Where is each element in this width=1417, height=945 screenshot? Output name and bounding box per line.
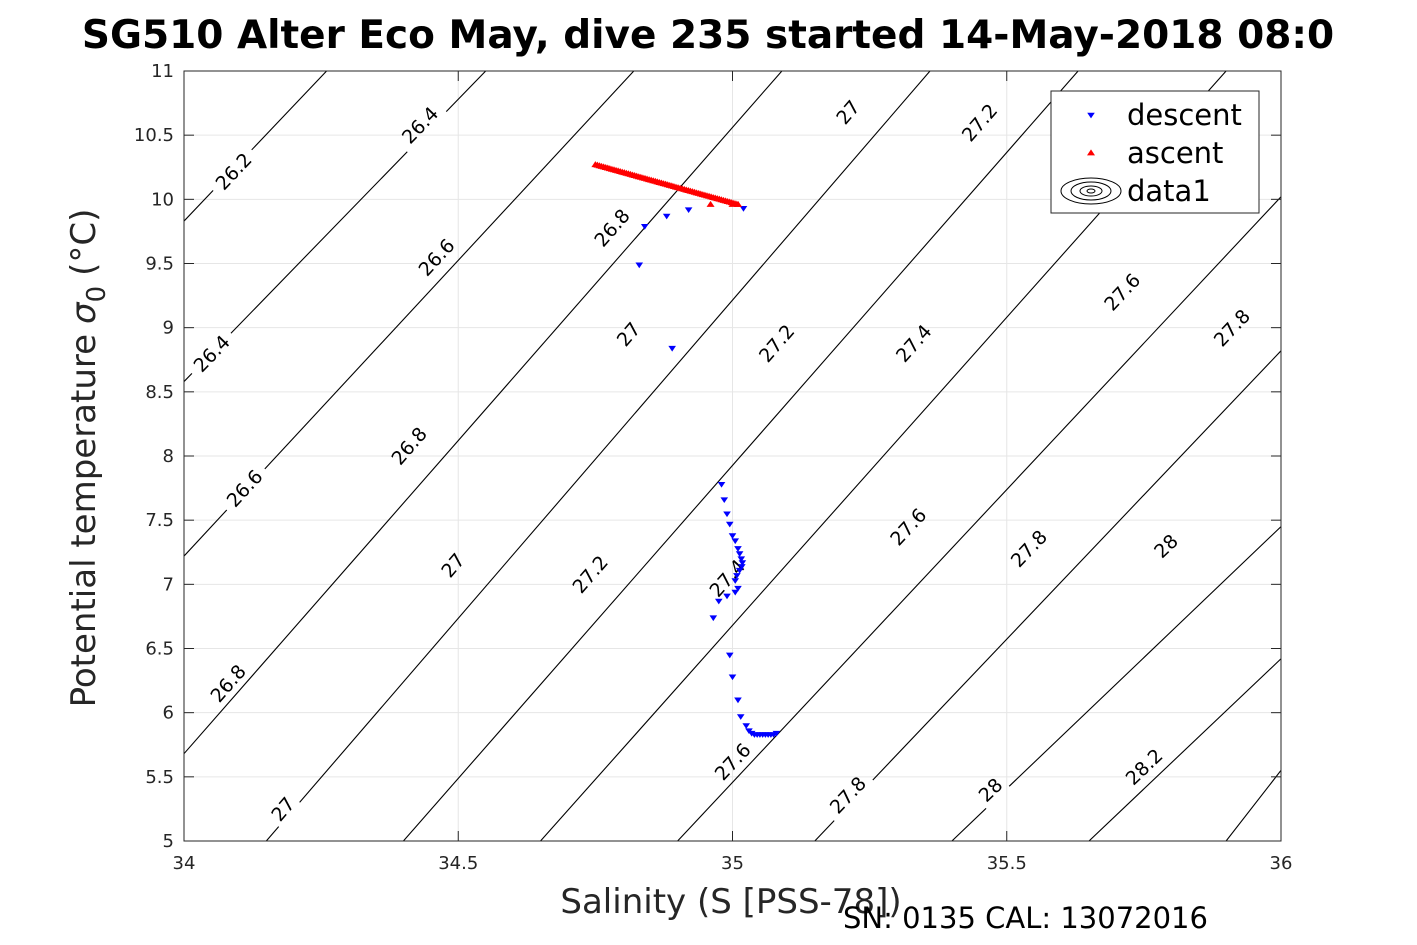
legend-contour-marker: [1070, 181, 1112, 201]
isopycnal-line: [951, 526, 1281, 841]
descent-point: [662, 213, 671, 220]
descent-point: [725, 652, 734, 659]
y-tick-label: 8: [163, 446, 174, 467]
legend: descent ascent data1: [1050, 90, 1260, 214]
y-tick-label: 5.5: [145, 767, 174, 788]
isopycnal-line: [184, 71, 783, 755]
legend-contour-marker: [1086, 188, 1096, 194]
descent-point: [735, 567, 744, 574]
descent-point: [734, 585, 742, 592]
descent-point: [728, 533, 737, 539]
isopycnal-line: [814, 350, 1281, 841]
y-tick-label: 6.5: [145, 639, 174, 660]
y-tick-label: 5: [163, 831, 174, 852]
ascent-series: [591, 161, 742, 207]
isopycnal-line: [184, 71, 635, 557]
legend-label: descent: [1127, 98, 1242, 132]
y-tick-label: 10.5: [134, 125, 174, 146]
contour-line-group: [184, 71, 1281, 841]
descent-point: [731, 589, 740, 596]
legend-contour-marker: [1060, 177, 1122, 205]
descent-point: [668, 345, 676, 352]
descent-point: [738, 564, 746, 570]
descent-point: [734, 546, 742, 552]
descent-point: [731, 578, 740, 584]
descent-point: [728, 674, 737, 681]
ascent-point: [728, 200, 737, 207]
descent-point: [742, 723, 751, 729]
descent-point: [738, 560, 747, 566]
x-tick-label: 34: [173, 853, 196, 874]
descent-point: [772, 730, 781, 737]
y-axis-label-text: Potential temperature: [64, 334, 104, 707]
descent-point: [731, 538, 740, 545]
isopycnal-line: [184, 71, 487, 382]
y-tick-label: 9: [163, 318, 174, 339]
y-tick-label: 7: [163, 574, 174, 595]
footer-serial-cal: SN: 0135 CAL: 13072016: [843, 901, 1208, 935]
plot-area: 26.226.426.426.626.626.826.826.827272727…: [134, 61, 1293, 874]
isopycnal-line: [402, 71, 1079, 841]
x-tick-label: 36: [1270, 853, 1293, 874]
descent-point: [734, 697, 742, 704]
y-tick-label: 11: [151, 61, 174, 82]
descent-point: [684, 207, 693, 214]
descent-point: [737, 556, 746, 563]
x-tick-label: 34.5: [438, 853, 478, 874]
legend-ascent-marker: [1087, 149, 1095, 156]
y-tick-label: 6: [163, 703, 174, 724]
x-tick-label: 35.5: [987, 853, 1027, 874]
y-tick-label: 10: [151, 189, 174, 210]
descent-point: [635, 262, 644, 269]
descent-point: [709, 615, 718, 622]
descent-series: [635, 206, 781, 738]
y-tick-label: 9.5: [145, 254, 174, 275]
descent-point: [723, 511, 731, 518]
legend-descent-marker: [1087, 112, 1095, 119]
isopycnal-line: [184, 71, 327, 222]
descent-point: [640, 224, 649, 230]
descent-point: [736, 714, 745, 720]
descent-point: [739, 206, 748, 212]
y-tick-label: 8.5: [145, 382, 174, 403]
isopycnal-line: [1088, 658, 1281, 841]
y-axis-label-subscript: 0: [82, 286, 112, 303]
y-axis-label-unit: (°C): [64, 209, 104, 276]
x-axis-label: Salinity (S [PSS-78]): [560, 882, 901, 922]
legend-contour-marker: [1079, 185, 1103, 197]
descent-point: [720, 497, 729, 504]
y-axis-label-sigma: σ: [64, 301, 104, 324]
y-axis-label: Potential temperature σ0 (°C): [64, 209, 112, 708]
isopycnal-line: [1225, 770, 1281, 841]
descent-point: [733, 573, 741, 579]
isopycnal-line: [265, 71, 931, 841]
chart-title: SG510 Alter Eco May, dive 235 started 14…: [82, 13, 1334, 58]
contour-lines: [184, 71, 1281, 841]
descent-point: [723, 593, 731, 600]
ascent-point: [733, 200, 742, 207]
x-tick-label: 35: [721, 853, 744, 874]
legend-label: ascent: [1127, 136, 1223, 170]
legend-label: data1: [1127, 174, 1211, 208]
descent-point: [717, 481, 726, 488]
legend-box: [1050, 90, 1260, 214]
descent-point: [725, 521, 734, 528]
descent-point: [714, 598, 723, 605]
descent-point: [735, 551, 744, 557]
ascent-point: [706, 200, 715, 207]
y-tick-label: 7.5: [145, 510, 174, 531]
